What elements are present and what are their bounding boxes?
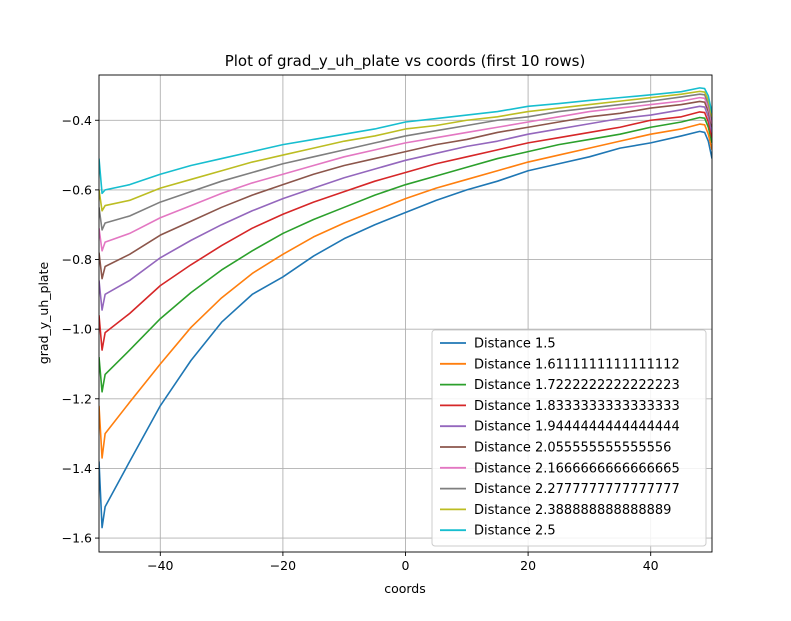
series-line	[99, 87, 712, 195]
legend-entry-label: Distance 2.2777777777777777	[474, 482, 680, 497]
y-tick-label: −1.2	[62, 391, 92, 406]
series-line	[99, 96, 712, 252]
x-tick-label: −20	[270, 558, 296, 573]
x-tick-label: −40	[147, 558, 173, 573]
legend-entry-label: Distance 1.8333333333333333	[474, 399, 680, 414]
series-line	[99, 111, 712, 351]
legend-entry-label: Distance 2.388888888888889	[474, 503, 671, 518]
series-line	[99, 100, 712, 280]
grid-lines	[99, 75, 712, 552]
x-tick-label: 40	[643, 558, 659, 573]
legend-entry-label: Distance 1.7222222222222223	[474, 378, 680, 393]
y-tick-label: −0.6	[62, 182, 92, 197]
series-line	[99, 93, 712, 231]
legend-box	[431, 329, 707, 547]
series-line	[99, 130, 712, 529]
y-tick-label: −0.8	[62, 252, 92, 267]
series-line	[99, 123, 712, 459]
series-line	[99, 105, 712, 311]
y-tick-label: −0.4	[62, 113, 92, 128]
x-axis-label: coords	[384, 581, 426, 596]
legend-entry-label: Distance 2.5	[474, 524, 556, 539]
y-tick-label: −1.0	[62, 322, 92, 337]
legend: Distance 1.5 Distance 1.6111111111111112 D…	[431, 329, 707, 547]
legend-entry-label: Distance 1.9444444444444444	[474, 420, 680, 435]
legend-entry-label: Distance 2.055555555555556	[474, 441, 671, 456]
chart-title: Plot of grad_y_uh_plate vs coords (first…	[225, 52, 586, 71]
y-tick-label: −1.4	[62, 461, 92, 476]
series-line	[99, 90, 712, 212]
y-tick-label: −1.6	[62, 531, 92, 546]
series-line	[99, 116, 712, 393]
x-tick-label: 20	[520, 558, 536, 573]
y-axis-label: grad_y_uh_plate	[36, 262, 51, 365]
x-tick-label: 0	[402, 558, 410, 573]
axis-ticks: −40 −20 0 20 40 −1.6 −1.4 −1.2 −1.0 −0.8 −0.6 −0.4	[62, 113, 659, 573]
legend-entry-label: Distance 1.5	[474, 337, 556, 352]
series-lines	[99, 87, 712, 529]
legend-entry-label: Distance 2.1666666666666665	[474, 461, 680, 476]
legend-entry-label: Distance 1.6111111111111112	[474, 357, 680, 372]
